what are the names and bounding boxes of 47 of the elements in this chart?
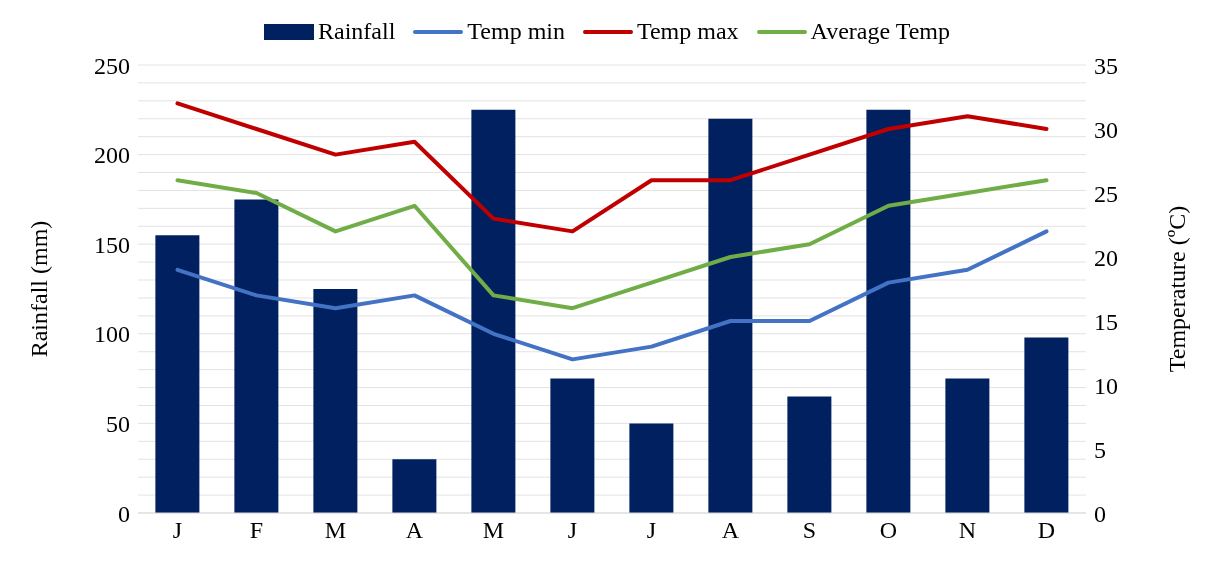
bar: [945, 378, 990, 513]
x-tick-label: M: [324, 517, 347, 544]
y2-tick-label: 0: [1094, 500, 1106, 527]
x-tick-label: J: [567, 517, 578, 544]
x-tick-label: O: [879, 517, 898, 544]
line-series: [175, 178, 1049, 311]
y-axis-title: Rainfall (mm): [25, 220, 52, 358]
y-tick-label: 100: [94, 321, 130, 348]
bar: [708, 118, 753, 513]
y-tick-label: 50: [106, 410, 130, 437]
y-tick-label: 250: [94, 52, 130, 79]
x-tick-label: D: [1037, 517, 1056, 544]
x-tick-label: J: [172, 517, 183, 544]
bar: [550, 378, 595, 513]
x-tick-label: J: [646, 517, 657, 544]
y2-tick-label: 10: [1094, 372, 1118, 399]
x-tick-label: S: [802, 517, 817, 544]
bar: [787, 396, 832, 513]
bar: [1024, 337, 1069, 513]
legend-label: Average Temp: [810, 18, 950, 45]
bar: [629, 423, 674, 513]
x-tick-label: N: [958, 517, 977, 544]
legend-label: Temp max: [636, 18, 739, 45]
x-tick-label: F: [249, 517, 264, 544]
line-series: [175, 229, 1049, 362]
bar: [866, 109, 911, 513]
y-tick-label: 0: [118, 500, 130, 527]
bar: [313, 289, 358, 513]
y2-tick-label: 15: [1094, 308, 1118, 335]
legend-label: Temp min: [467, 18, 565, 45]
x-tick-label: M: [482, 517, 505, 544]
bar: [392, 459, 437, 513]
y2-tick-label: 25: [1094, 180, 1118, 207]
y2-tick-label: 35: [1094, 52, 1118, 79]
x-tick-label: A: [405, 517, 424, 544]
y2-axis-title: Temperature (ºC): [1163, 205, 1190, 373]
y2-tick-label: 30: [1094, 116, 1118, 143]
y2-tick-label: 5: [1094, 436, 1106, 463]
bar: [471, 109, 516, 513]
line-series: [175, 101, 1049, 234]
bar: [155, 235, 200, 513]
bar: [234, 199, 279, 513]
y2-tick-label: 20: [1094, 244, 1118, 271]
legend-label: Rainfall: [318, 18, 396, 45]
y-tick-label: 150: [94, 231, 130, 258]
x-tick-label: A: [721, 517, 740, 544]
y-tick-label: 200: [94, 142, 130, 169]
